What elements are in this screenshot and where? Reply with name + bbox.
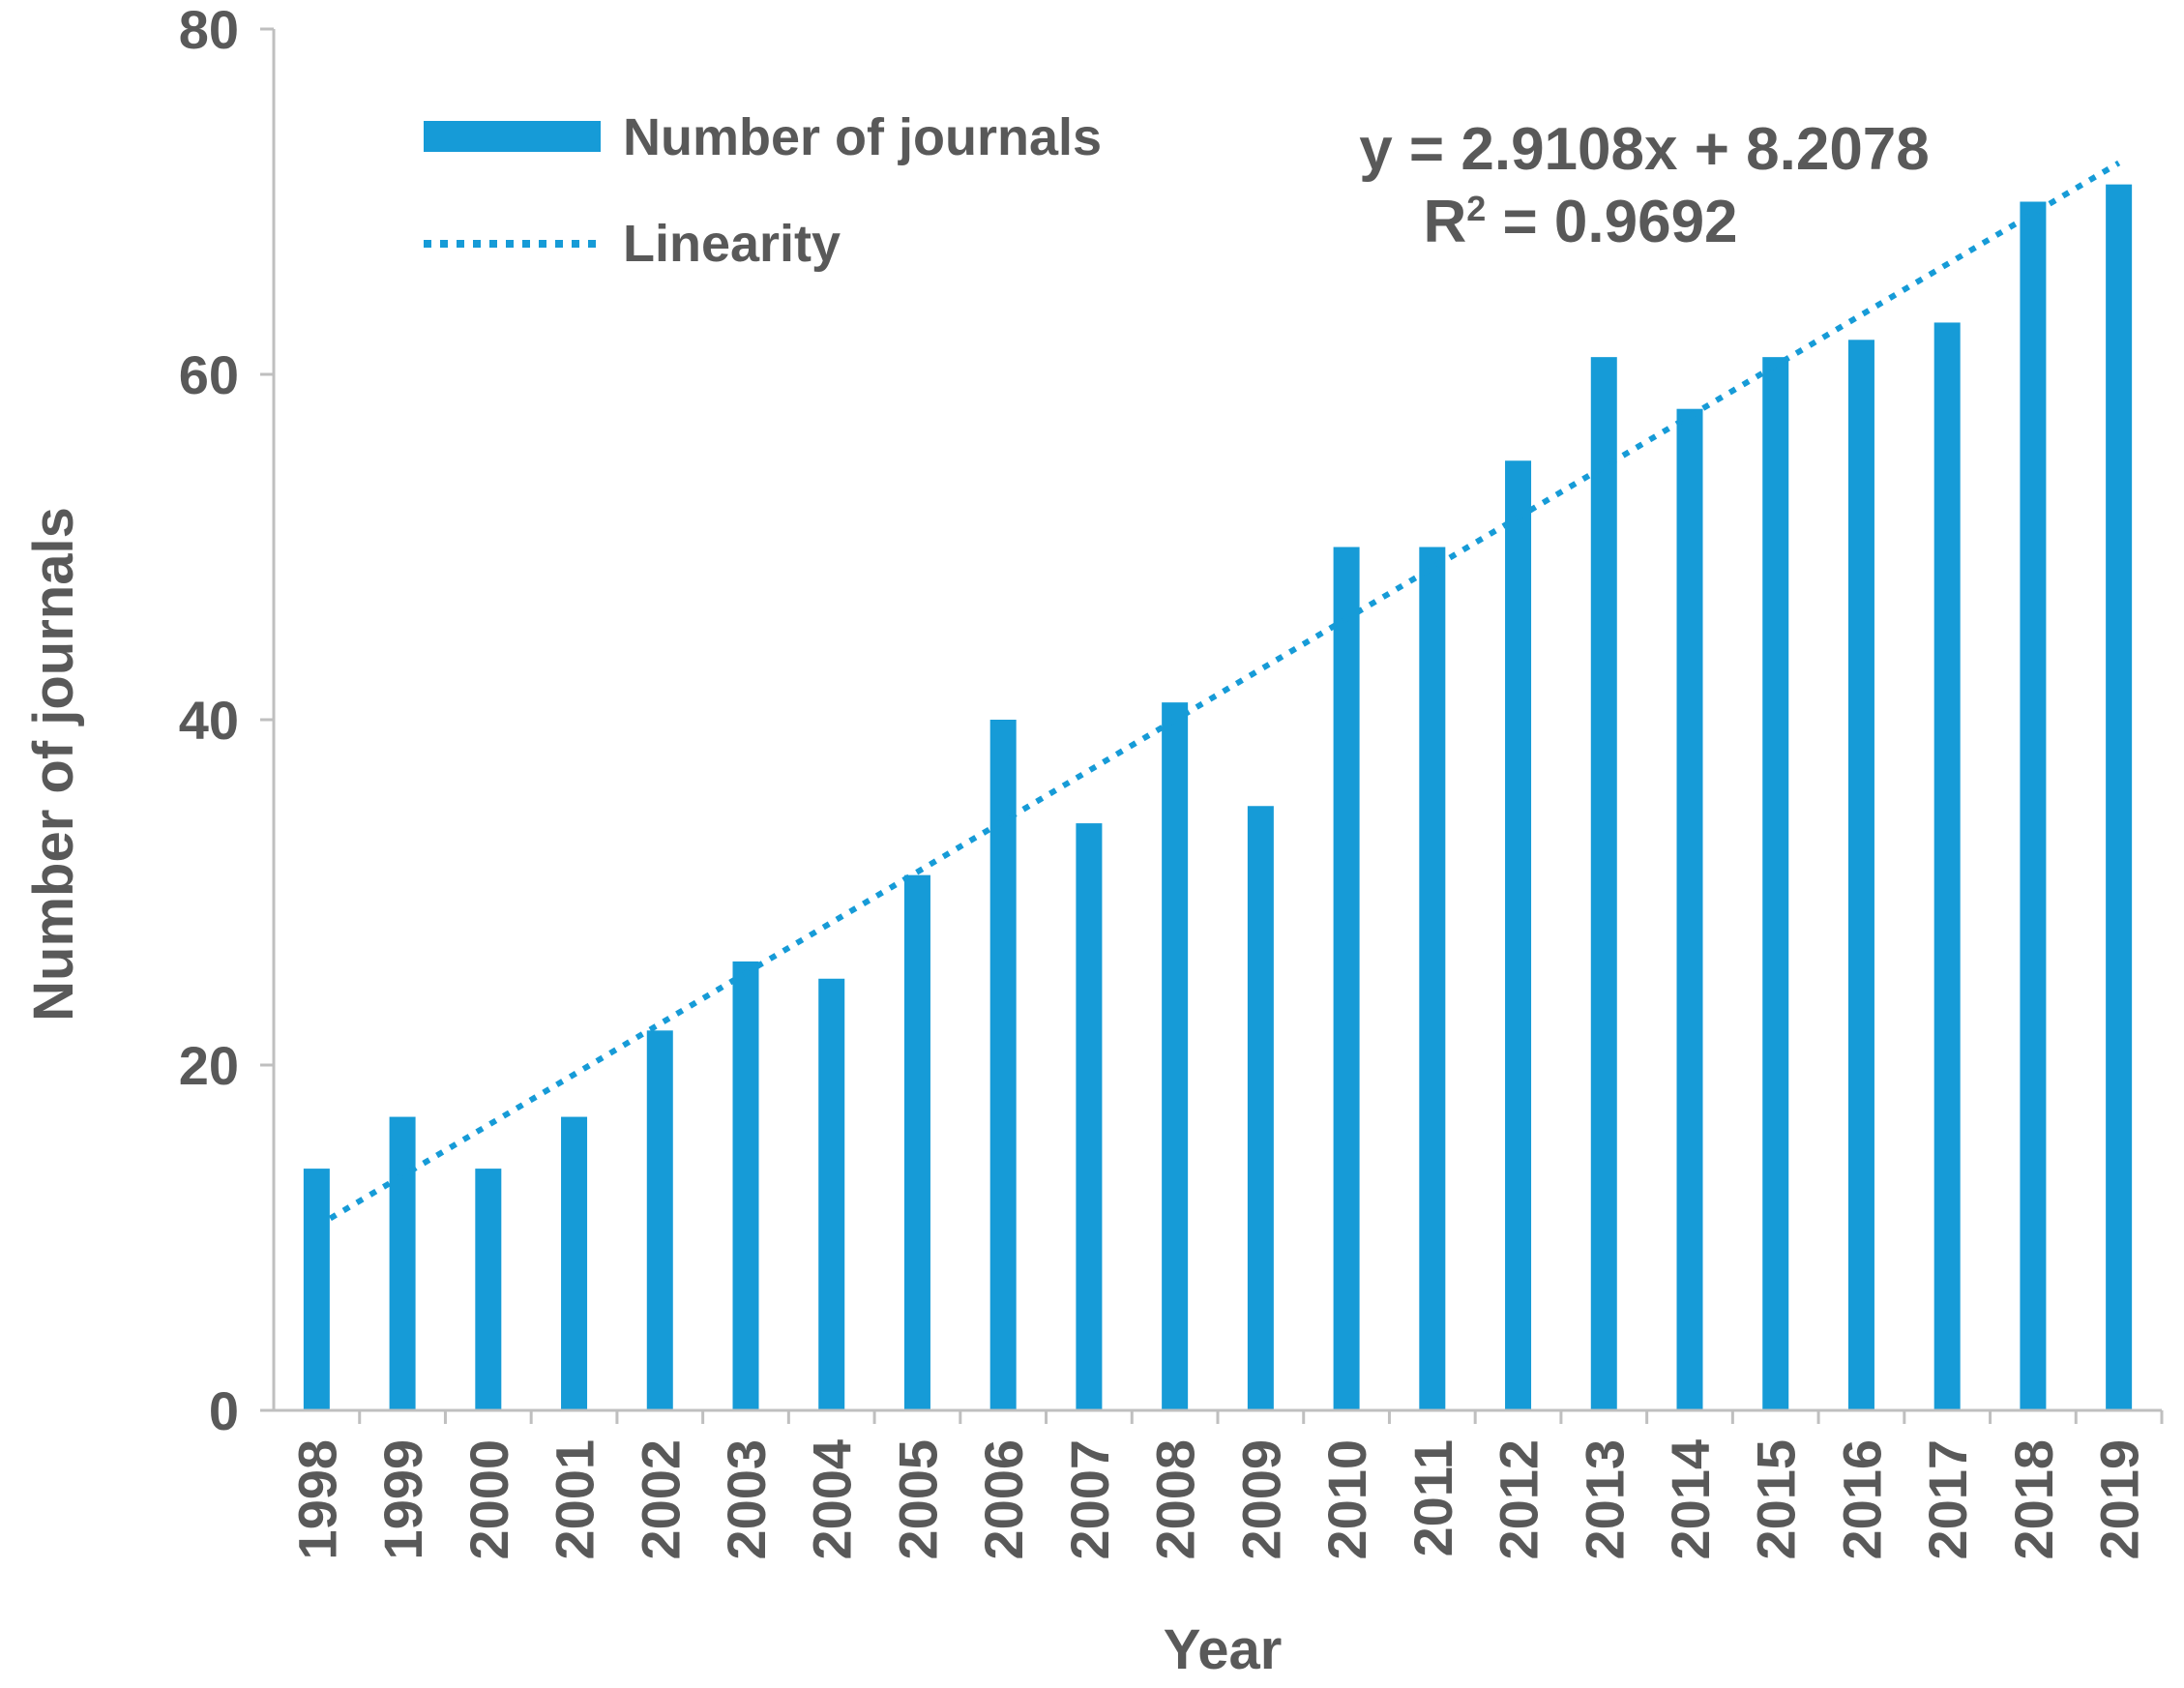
- bar-2012: [1505, 460, 1532, 1410]
- r-squared-value: = 0.9692: [1486, 189, 1737, 255]
- bar-2006: [989, 720, 1017, 1410]
- r-squared-symbol: R: [1423, 189, 1466, 255]
- x-tick-label: 1999: [372, 1439, 433, 1560]
- trendline-r-squared: R2 = 0.9692: [1423, 189, 1737, 255]
- x-axis-title: Year: [1164, 1618, 1283, 1681]
- r-squared-superscript: 2: [1466, 189, 1486, 228]
- y-tick-label: 20: [179, 1035, 239, 1096]
- x-tick-label: 2018: [2003, 1439, 2064, 1560]
- x-tick-label: 2015: [1746, 1439, 1807, 1560]
- x-tick-label: 2009: [1230, 1439, 1291, 1560]
- x-tick-label: 2019: [2089, 1439, 2150, 1560]
- legend-label-trendline: Linearity: [623, 215, 841, 273]
- bar-1999: [389, 1116, 416, 1410]
- bar-1998: [303, 1169, 330, 1410]
- bar-2004: [818, 978, 845, 1410]
- x-tick-label: 2008: [1145, 1439, 1206, 1560]
- bar-series: [303, 184, 2133, 1411]
- legend-label-bars: Number of journals: [623, 108, 1102, 166]
- y-axis-ticks: 0 20 40 60 80: [179, 0, 274, 1441]
- x-tick-label: 2012: [1489, 1439, 1549, 1560]
- y-tick-label: 80: [179, 0, 239, 60]
- trendline-layer: [328, 160, 2121, 1222]
- trendline-equation: y = 2.9108x + 8.2078: [1359, 116, 1930, 183]
- bar-2013: [1590, 357, 1617, 1410]
- x-tick-label: 2006: [973, 1439, 1034, 1560]
- bar-2002: [646, 1030, 673, 1410]
- legend: Number of journals Linearity: [424, 108, 1102, 273]
- bar-2010: [1333, 547, 1360, 1410]
- y-tick-label: 40: [179, 690, 239, 751]
- legend-swatch-bars: [424, 121, 601, 152]
- bar-2018: [2020, 201, 2047, 1410]
- bar-2007: [1076, 823, 1103, 1410]
- bar-2019: [2106, 184, 2133, 1410]
- bar-2017: [1933, 322, 1961, 1411]
- bar-2016: [1847, 340, 1874, 1410]
- x-tick-label: 2016: [1831, 1439, 1892, 1560]
- x-tick-label: 2003: [716, 1439, 777, 1560]
- bar-2000: [475, 1169, 502, 1410]
- x-tick-label: 2010: [1316, 1439, 1377, 1560]
- bar-2015: [1762, 357, 1789, 1410]
- x-tick-label: 2013: [1574, 1439, 1635, 1560]
- y-tick-label: 0: [209, 1380, 239, 1441]
- x-tick-label: 2017: [1917, 1439, 1978, 1560]
- x-tick-label: 2004: [802, 1439, 863, 1560]
- x-axis-ticks: 1998 1999 2000 2001 2002 2003 2004 2005 2006 2007…: [286, 1410, 2164, 1560]
- x-tick-label: 2014: [1660, 1439, 1721, 1560]
- bar-2005: [903, 874, 930, 1410]
- bar-2008: [1162, 702, 1189, 1410]
- bar-2014: [1676, 408, 1703, 1411]
- bar-2003: [732, 961, 759, 1410]
- y-tick-label: 60: [179, 344, 239, 405]
- x-tick-label: 2000: [458, 1439, 519, 1560]
- x-tick-label: 1998: [286, 1439, 347, 1560]
- x-tick-label: 2005: [887, 1439, 948, 1560]
- x-tick-label: 2001: [545, 1439, 605, 1560]
- x-tick-label: 2007: [1059, 1439, 1120, 1560]
- bar-2001: [561, 1116, 588, 1410]
- x-tick-label: 2011: [1402, 1439, 1463, 1557]
- bar-2009: [1247, 806, 1274, 1410]
- trendline: [328, 160, 2121, 1222]
- y-axis-title: Number of journals: [22, 507, 85, 1022]
- bar-2011: [1419, 547, 1446, 1410]
- x-tick-label: 2002: [630, 1439, 691, 1560]
